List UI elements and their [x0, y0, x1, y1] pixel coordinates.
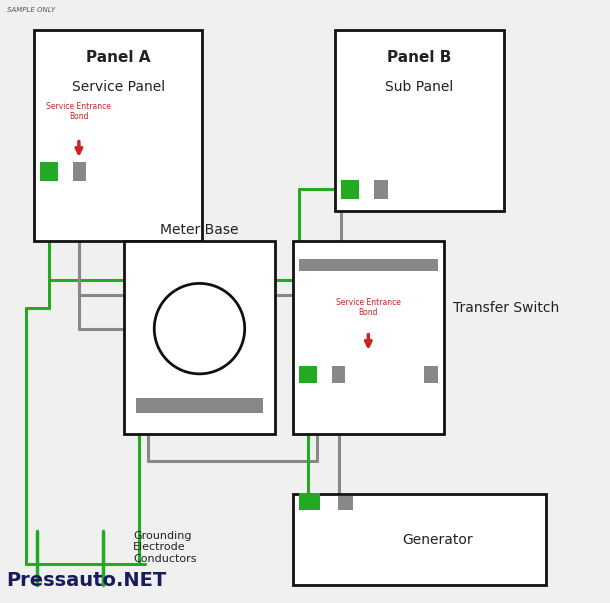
Text: Panel A: Panel A — [86, 50, 150, 65]
Bar — [425, 366, 437, 383]
Text: Service Panel: Service Panel — [71, 80, 165, 95]
Bar — [375, 180, 387, 199]
Text: Panel B: Panel B — [387, 50, 452, 65]
Text: SAMPLE ONLY: SAMPLE ONLY — [7, 7, 55, 13]
Text: Meter Base: Meter Base — [160, 223, 239, 238]
Bar — [73, 162, 86, 181]
Bar — [299, 493, 320, 510]
Bar — [293, 494, 546, 585]
Bar — [136, 398, 263, 413]
Bar — [338, 496, 353, 510]
Text: Grounding
Electrode
Conductors: Grounding Electrode Conductors — [133, 531, 196, 564]
Bar — [299, 259, 437, 271]
Bar — [299, 366, 317, 383]
Text: Pressauto.NET: Pressauto.NET — [7, 570, 167, 590]
Bar — [40, 162, 58, 181]
Text: Generator: Generator — [403, 532, 473, 547]
Bar — [124, 241, 275, 434]
Text: Service Entrance
Bond: Service Entrance Bond — [336, 298, 401, 317]
Bar — [335, 30, 504, 211]
Text: Service Entrance
Bond: Service Entrance Bond — [46, 102, 111, 121]
Text: Transfer Switch: Transfer Switch — [453, 300, 559, 315]
Bar — [332, 366, 345, 383]
Bar — [293, 241, 443, 434]
Bar — [341, 180, 359, 199]
Bar — [34, 30, 203, 241]
Text: Sub Panel: Sub Panel — [386, 80, 454, 95]
